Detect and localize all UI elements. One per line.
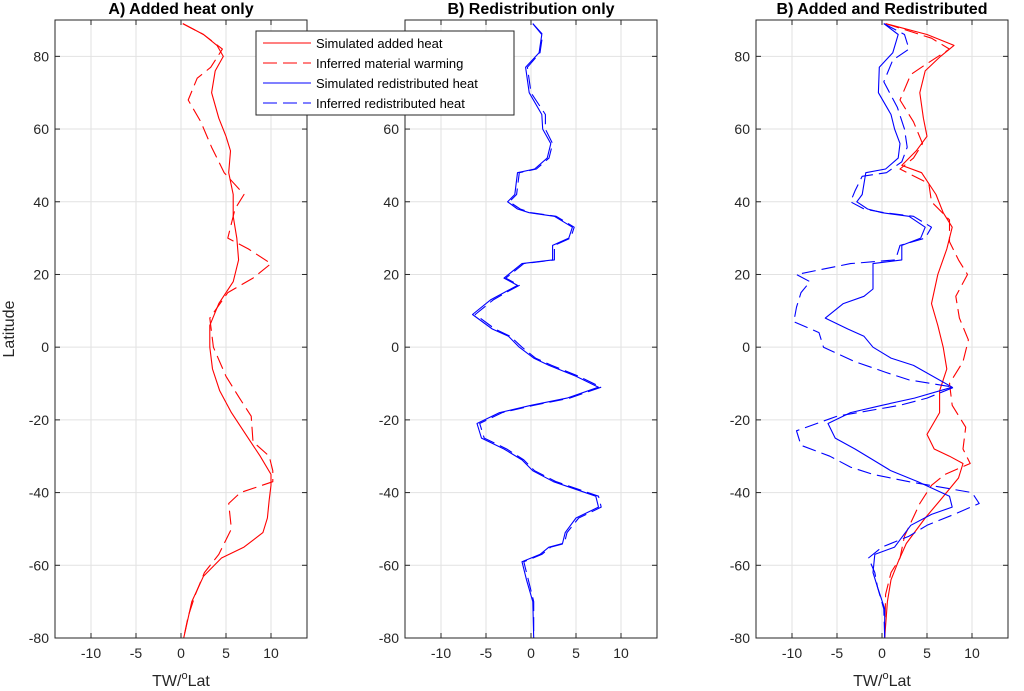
x-tick-label-4: 10 bbox=[964, 645, 980, 661]
legend-label-4: Inferred redistributed heat bbox=[316, 96, 465, 111]
series-line-1 bbox=[884, 23, 964, 639]
legend-box bbox=[255, 30, 515, 116]
y-tick-label-7: 60 bbox=[734, 121, 750, 137]
y-axis-label: Latitude bbox=[1, 300, 18, 357]
x-tick-label-1: -5 bbox=[831, 645, 844, 661]
panel-title: B) Redistribution only bbox=[447, 1, 614, 18]
x-tick-label-0: -10 bbox=[81, 645, 101, 661]
x-tick-label-4: 10 bbox=[613, 645, 629, 661]
panel-1: -10 -5 0 5 10 -80 -60 -40 -20 0 20 40 60 80 A) Added h… bbox=[1, 1, 308, 690]
x-tick-label-4: 10 bbox=[263, 645, 279, 661]
y-tick-label-5: 20 bbox=[33, 266, 49, 282]
x-tick-label-2: 0 bbox=[527, 645, 535, 661]
y-tick-label-1: -60 bbox=[379, 557, 399, 573]
y-tick-label-6: 40 bbox=[33, 194, 49, 210]
y-tick-label-6: 40 bbox=[734, 194, 750, 210]
x-tick-label-2: 0 bbox=[878, 645, 886, 661]
x-tick-label-0: -10 bbox=[782, 645, 802, 661]
series-line-2 bbox=[884, 23, 971, 639]
legend: Simulated added heat Inferred material wa… bbox=[255, 30, 515, 116]
series-line-2 bbox=[182, 23, 274, 639]
y-tick-label-3: -20 bbox=[730, 412, 750, 428]
x-tick-label-3: 5 bbox=[222, 645, 230, 661]
x-axis-label: TW/oLat bbox=[152, 670, 210, 690]
y-tick-label-4: 0 bbox=[391, 339, 399, 355]
legend-label-1: Simulated added heat bbox=[316, 36, 443, 51]
y-tick-label-3: -20 bbox=[379, 412, 399, 428]
y-tick-label-4: 0 bbox=[41, 339, 49, 355]
panel-title: B) Added and Redistributed bbox=[777, 1, 988, 18]
y-tick-label-1: -60 bbox=[730, 557, 750, 573]
legend-label-3: Simulated redistributed heat bbox=[316, 76, 478, 91]
y-tick-label-7: 60 bbox=[33, 121, 49, 137]
series-line-1 bbox=[471, 23, 600, 639]
y-tick-label-2: -40 bbox=[730, 485, 750, 501]
x-tick-label-0: -10 bbox=[431, 645, 451, 661]
y-tick-label-7: 60 bbox=[383, 121, 399, 137]
series-line-4 bbox=[793, 23, 980, 639]
x-tick-label-3: 5 bbox=[923, 645, 931, 661]
y-tick-label-3: -20 bbox=[29, 412, 49, 428]
panel-title: A) Added heat only bbox=[108, 1, 253, 18]
y-tick-label-0: -80 bbox=[730, 630, 750, 646]
y-tick-label-8: 80 bbox=[33, 48, 49, 64]
x-tick-label-2: 0 bbox=[177, 645, 185, 661]
y-tick-label-5: 20 bbox=[734, 266, 750, 282]
y-tick-label-5: 20 bbox=[383, 266, 399, 282]
y-tick-label-0: -80 bbox=[29, 630, 49, 646]
series-line-2 bbox=[474, 23, 602, 638]
y-tick-label-2: -40 bbox=[379, 485, 399, 501]
y-tick-label-8: 80 bbox=[734, 48, 750, 64]
panel-3: -10 -5 0 5 10 -80 -60 -40 -20 0 20 40 60 80 B) Added a… bbox=[730, 1, 1009, 690]
y-tick-label-1: -60 bbox=[29, 557, 49, 573]
y-tick-label-4: 0 bbox=[742, 339, 750, 355]
y-tick-label-2: -40 bbox=[29, 485, 49, 501]
y-tick-label-0: -80 bbox=[379, 630, 399, 646]
legend-label-2: Inferred material warming bbox=[316, 56, 463, 71]
series-line-1 bbox=[182, 23, 272, 639]
x-tick-label-3: 5 bbox=[572, 645, 580, 661]
series-line-3 bbox=[824, 23, 953, 638]
x-axis-label: TW/oLat bbox=[853, 670, 911, 690]
x-tick-label-1: -5 bbox=[130, 645, 143, 661]
y-tick-label-6: 40 bbox=[383, 194, 399, 210]
x-tick-label-1: -5 bbox=[480, 645, 493, 661]
